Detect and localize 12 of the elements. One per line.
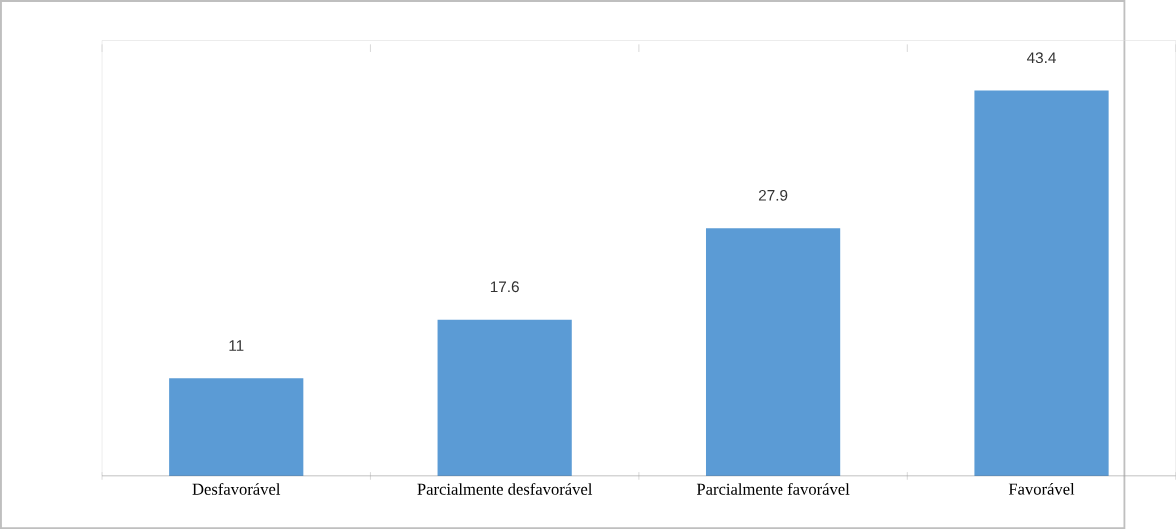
data-label: 11 bbox=[229, 340, 244, 351]
bar bbox=[437, 319, 572, 476]
bar bbox=[974, 90, 1109, 476]
x-tick-label: Desfavorável bbox=[192, 482, 281, 495]
data-label: 27.9 bbox=[758, 189, 788, 201]
x-tick-label: Parcialmente favorável bbox=[696, 482, 850, 495]
bar bbox=[169, 378, 304, 476]
x-tick-label: Parcialmente desfavorável bbox=[417, 482, 593, 495]
x-tick-label: Favorável bbox=[1008, 482, 1075, 495]
bar bbox=[705, 228, 841, 476]
data-label: 43.4 bbox=[1026, 52, 1056, 64]
data-label: 17.6 bbox=[490, 281, 519, 293]
